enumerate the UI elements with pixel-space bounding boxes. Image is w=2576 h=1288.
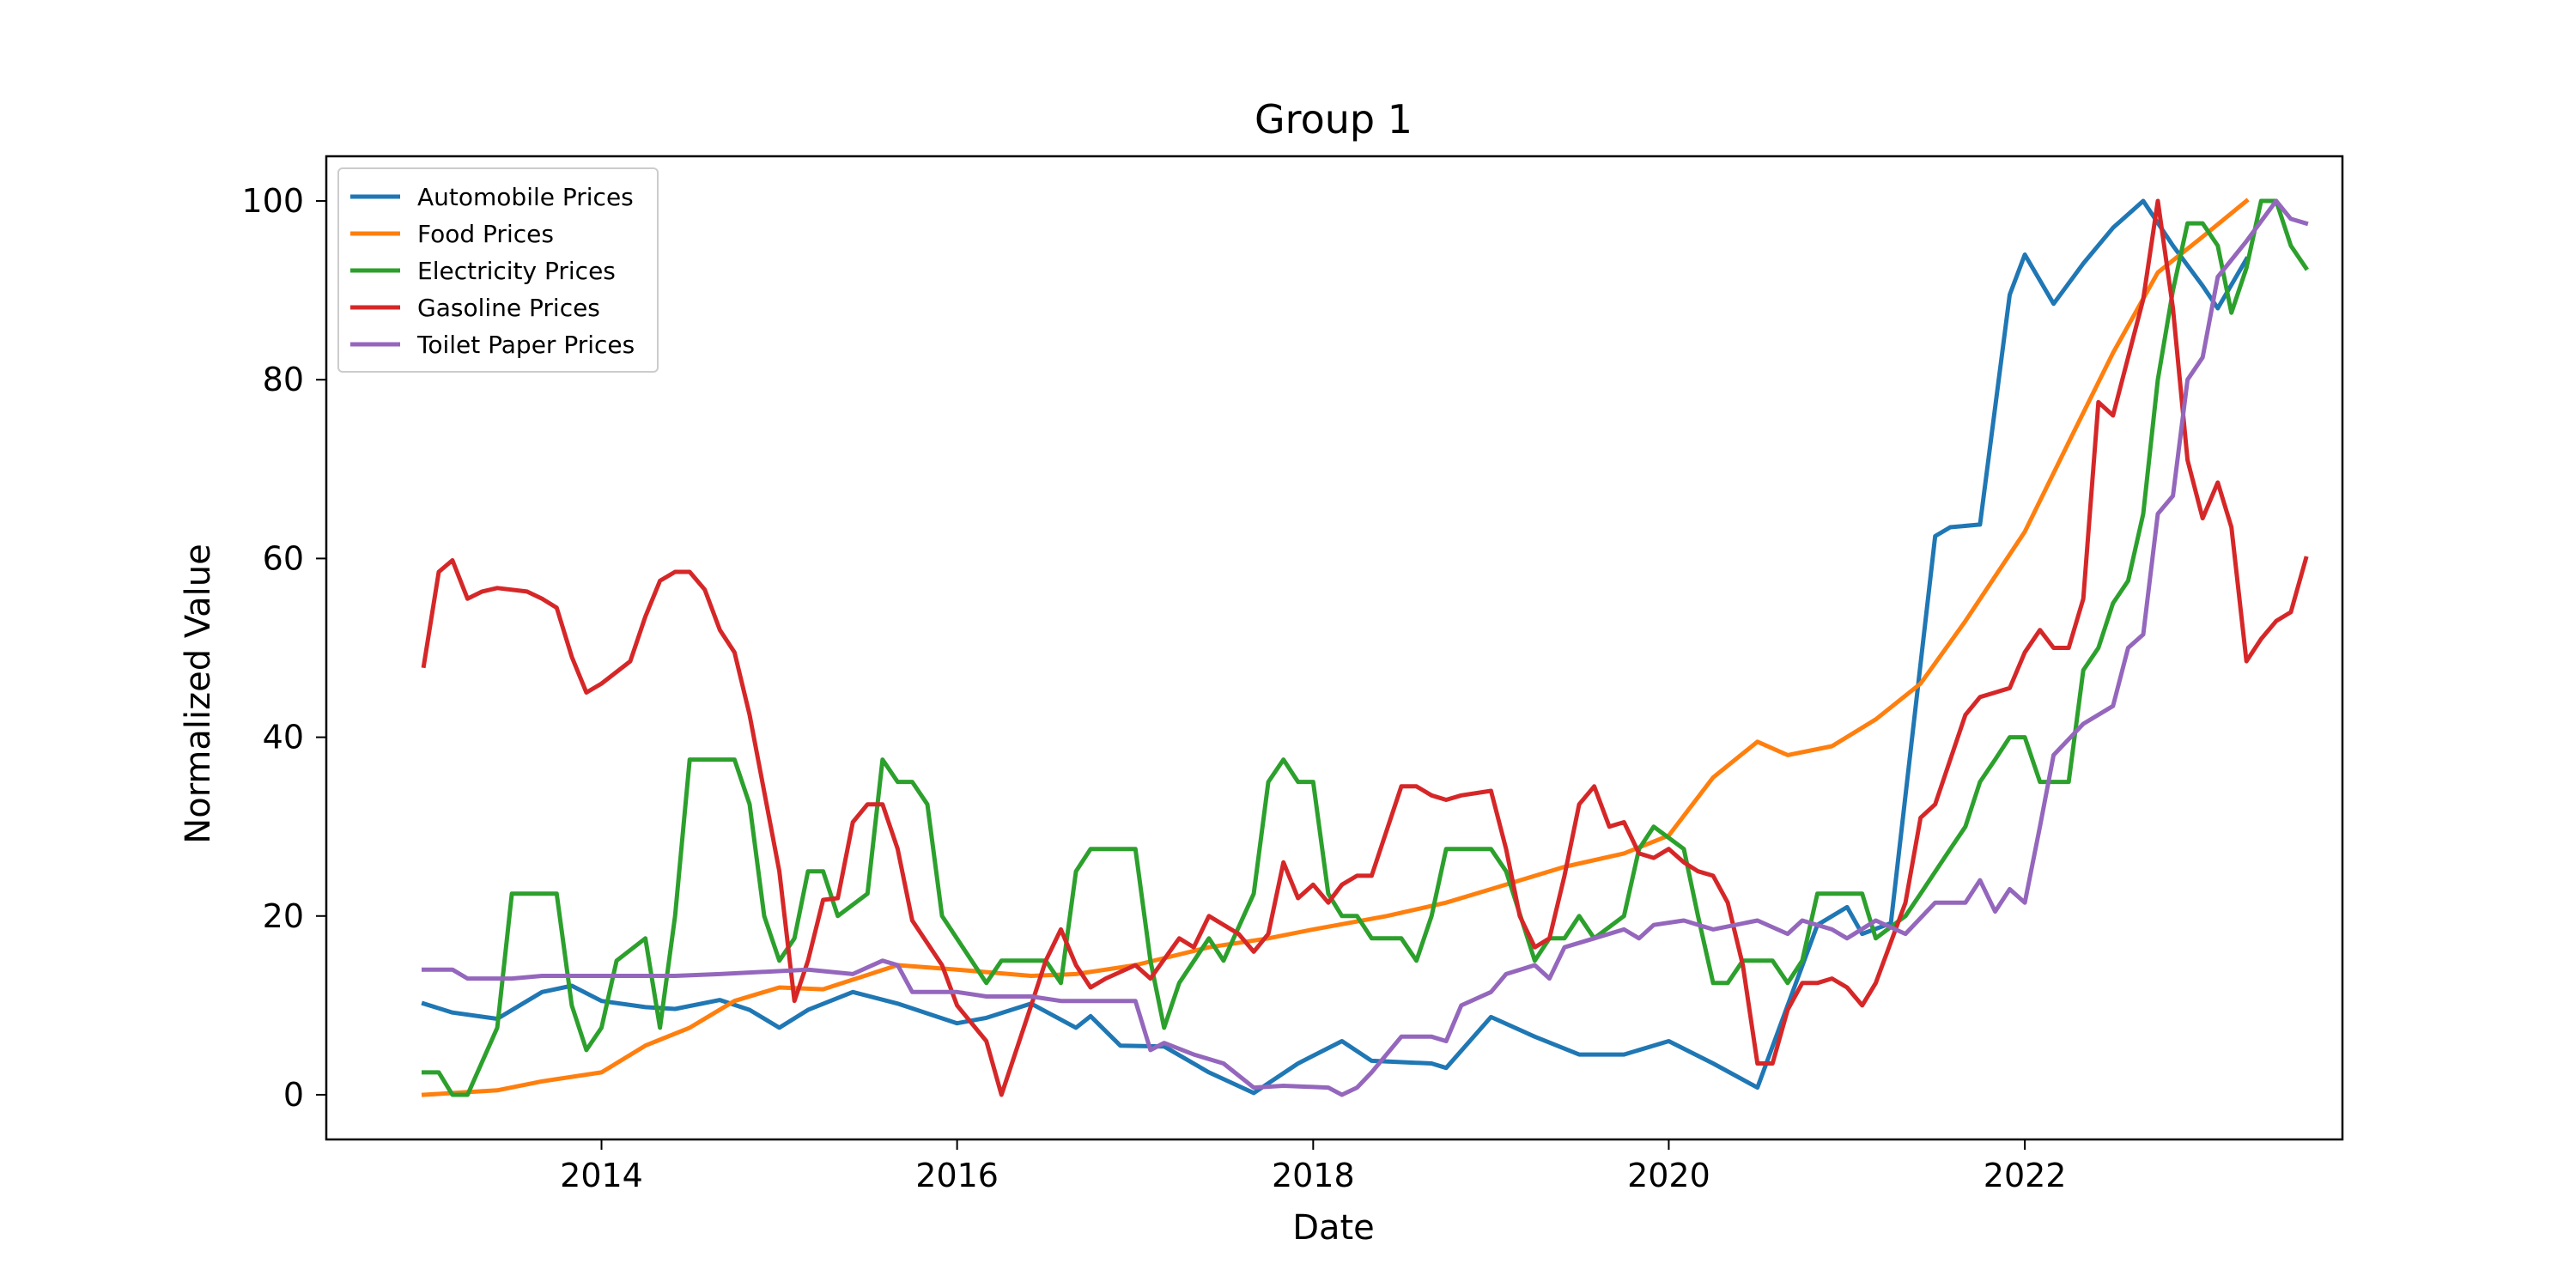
x-tick-label: 2016 — [915, 1157, 999, 1194]
y-tick-label: 0 — [283, 1076, 304, 1114]
series-layer — [421, 197, 2309, 1097]
legend-label: Electricity Prices — [417, 257, 616, 285]
y-tick-label: 60 — [263, 539, 304, 577]
y-axis: 0 20 40 60 80 100 — [241, 182, 326, 1114]
series-line-gasoline-prices — [421, 198, 2309, 1097]
x-axis-label: Date — [1292, 1208, 1375, 1248]
legend-label: Automobile Prices — [417, 183, 634, 211]
x-axis: 2014 2016 2018 2020 2022 — [560, 1139, 2066, 1194]
series-line-food-prices — [421, 197, 2250, 1097]
y-tick-label: 20 — [263, 897, 304, 935]
y-tick-label: 100 — [241, 182, 304, 220]
series-line-toilet-paper-prices — [422, 198, 2309, 1097]
legend-label: Toilet Paper Prices — [416, 331, 635, 359]
legend-label: Food Prices — [417, 220, 554, 248]
legend: Automobile Prices Food Prices Electricity … — [337, 167, 659, 373]
y-tick-label: 80 — [263, 361, 304, 398]
series-line-automobile-prices — [421, 198, 2250, 1096]
y-axis-label: Normalized Value — [179, 544, 218, 843]
chart-title: Group 1 — [1255, 96, 1413, 143]
x-tick-label: 2014 — [560, 1157, 643, 1194]
x-tick-label: 2018 — [1272, 1157, 1355, 1194]
x-tick-label: 2020 — [1627, 1157, 1710, 1194]
plot-area — [421, 197, 2309, 1097]
legend-box — [337, 167, 659, 373]
plot-frame — [325, 155, 2344, 1141]
legend-label: Gasoline Prices — [417, 294, 600, 322]
y-tick-label: 40 — [263, 719, 304, 756]
x-tick-label: 2022 — [1984, 1157, 2067, 1194]
